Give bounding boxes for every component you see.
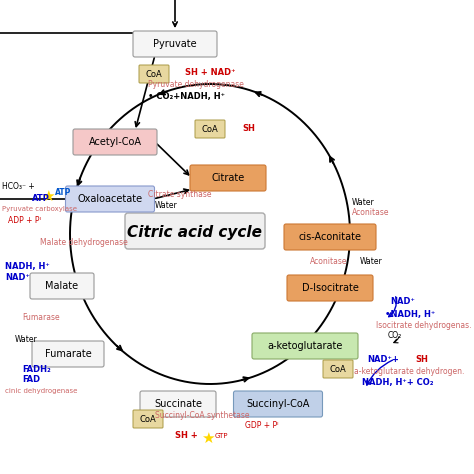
Text: ★: ★ bbox=[41, 189, 55, 203]
Text: NAD⁺: NAD⁺ bbox=[390, 298, 415, 307]
Text: ★: ★ bbox=[201, 430, 215, 446]
FancyBboxPatch shape bbox=[287, 275, 373, 301]
Text: Water: Water bbox=[15, 335, 38, 344]
Text: Fumarase: Fumarase bbox=[22, 312, 60, 321]
Text: Succinyl-CoA: Succinyl-CoA bbox=[246, 399, 310, 409]
Text: Water: Water bbox=[352, 198, 375, 207]
FancyBboxPatch shape bbox=[252, 333, 358, 359]
FancyBboxPatch shape bbox=[133, 31, 217, 57]
Text: Pyruvate carboxylase: Pyruvate carboxylase bbox=[2, 206, 77, 212]
Text: CoA: CoA bbox=[146, 70, 163, 79]
Text: Citric acid cycle: Citric acid cycle bbox=[128, 225, 263, 239]
Text: SH: SH bbox=[242, 124, 255, 133]
Text: • CO₂+NADH, H⁺: • CO₂+NADH, H⁺ bbox=[148, 91, 225, 100]
Text: Oxaloacetate: Oxaloacetate bbox=[77, 194, 143, 204]
Text: Succinate: Succinate bbox=[154, 399, 202, 409]
Text: Malate: Malate bbox=[46, 281, 79, 291]
Text: SH: SH bbox=[415, 356, 428, 365]
Text: CoA: CoA bbox=[140, 414, 156, 423]
FancyBboxPatch shape bbox=[323, 360, 353, 378]
Text: Water: Water bbox=[155, 201, 178, 210]
Text: Succinyl-CoA synthetase: Succinyl-CoA synthetase bbox=[155, 411, 249, 420]
Text: CoA: CoA bbox=[329, 365, 346, 374]
FancyBboxPatch shape bbox=[140, 391, 216, 417]
FancyBboxPatch shape bbox=[195, 120, 225, 138]
Text: Pyruvate dehydrogenase: Pyruvate dehydrogenase bbox=[148, 80, 244, 89]
Text: ATP: ATP bbox=[55, 188, 72, 197]
Text: cinic dehydrogenase: cinic dehydrogenase bbox=[5, 388, 77, 394]
Text: Citrate synthase: Citrate synthase bbox=[148, 190, 211, 199]
FancyBboxPatch shape bbox=[30, 273, 94, 299]
Text: •NADH, H⁺: •NADH, H⁺ bbox=[385, 310, 435, 319]
Text: SH + NAD⁺: SH + NAD⁺ bbox=[185, 67, 236, 76]
Text: Acetyl-CoA: Acetyl-CoA bbox=[89, 137, 142, 147]
Text: Aconitase: Aconitase bbox=[310, 257, 347, 266]
Text: Pyruvate: Pyruvate bbox=[153, 39, 197, 49]
Text: NAD⁺+: NAD⁺+ bbox=[367, 356, 399, 365]
Text: ATP: ATP bbox=[32, 193, 50, 202]
Text: HCO₃⁻ +: HCO₃⁻ + bbox=[2, 182, 35, 191]
FancyBboxPatch shape bbox=[190, 165, 266, 191]
Text: Isocitrate dehydrogenas.: Isocitrate dehydrogenas. bbox=[376, 320, 472, 329]
Text: NADH, H⁺+ CO₂: NADH, H⁺+ CO₂ bbox=[362, 377, 434, 386]
Text: CoA: CoA bbox=[201, 125, 219, 134]
FancyBboxPatch shape bbox=[32, 341, 104, 367]
Text: CO₂: CO₂ bbox=[388, 331, 402, 340]
Text: FADH₂: FADH₂ bbox=[22, 365, 51, 374]
Text: D-Isocitrate: D-Isocitrate bbox=[301, 283, 358, 293]
Text: SH +: SH + bbox=[175, 431, 198, 440]
Text: GTP: GTP bbox=[215, 433, 228, 439]
Text: a-ketoglutarate: a-ketoglutarate bbox=[267, 341, 343, 351]
Text: NADH, H⁺: NADH, H⁺ bbox=[5, 262, 50, 271]
Text: cis-Aconitate: cis-Aconitate bbox=[299, 232, 362, 242]
FancyBboxPatch shape bbox=[73, 129, 157, 155]
FancyBboxPatch shape bbox=[125, 213, 265, 249]
Text: ADP + Pᴵ: ADP + Pᴵ bbox=[8, 216, 41, 225]
Text: Fumarate: Fumarate bbox=[45, 349, 91, 359]
Text: Malate dehydrogenase: Malate dehydrogenase bbox=[40, 237, 128, 246]
Text: Aconitase: Aconitase bbox=[352, 208, 390, 217]
Text: FAD: FAD bbox=[22, 375, 40, 384]
Text: a-ketoglutarate dehydrogen.: a-ketoglutarate dehydrogen. bbox=[354, 366, 465, 375]
FancyBboxPatch shape bbox=[133, 410, 163, 428]
Text: NAD⁺: NAD⁺ bbox=[5, 273, 30, 282]
Text: Water: Water bbox=[360, 257, 383, 266]
FancyBboxPatch shape bbox=[65, 186, 155, 212]
Text: Citrate: Citrate bbox=[211, 173, 245, 183]
Text: GDP + Pᴵ: GDP + Pᴵ bbox=[245, 421, 279, 430]
FancyBboxPatch shape bbox=[284, 224, 376, 250]
FancyBboxPatch shape bbox=[234, 391, 322, 417]
FancyBboxPatch shape bbox=[139, 65, 169, 83]
